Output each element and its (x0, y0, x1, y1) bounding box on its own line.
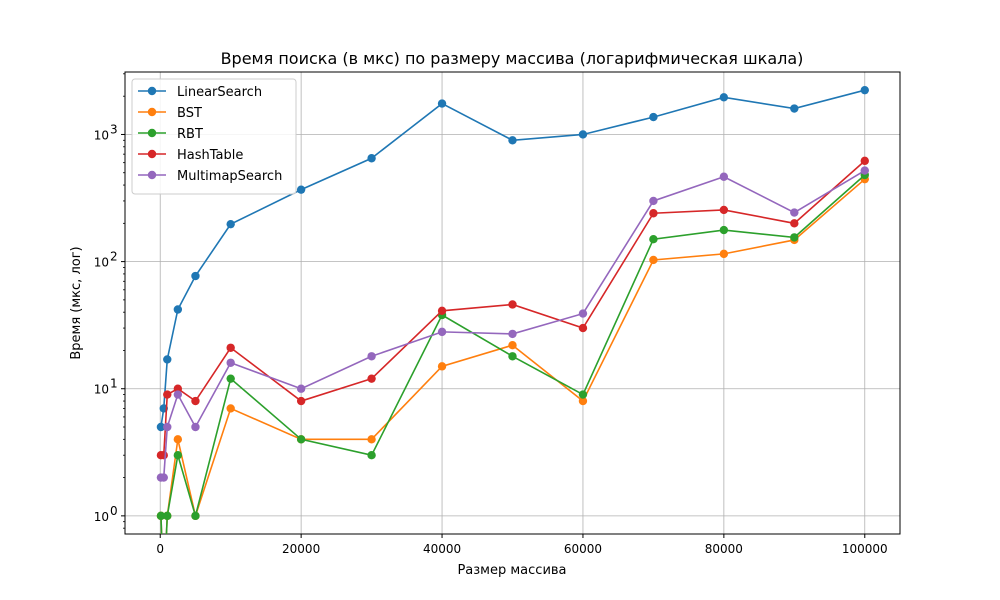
data-point-RBT (296, 435, 306, 444)
data-point-RBT (173, 451, 183, 460)
legend: LinearSearch BST RBT HashTable MultimapSearc… (131, 78, 297, 195)
data-point-HashTable (191, 396, 200, 406)
legend-marker (147, 170, 157, 180)
data-point-RBT (649, 235, 658, 244)
data-point-MultimapSearch (437, 327, 447, 337)
data-point-HashTable (508, 300, 517, 309)
series-line-RBT (160, 174, 866, 534)
data-point-BST (173, 435, 183, 444)
x-tick-label: 80000 (705, 542, 743, 556)
legend-label: LinearSearch (177, 85, 262, 100)
data-point-LinearSearch (578, 130, 588, 139)
y-tick-exponent: 3 (110, 122, 118, 136)
y-tick-label: 10 (94, 383, 109, 397)
data-point-BST (649, 255, 658, 265)
data-point-MultimapSearch (649, 196, 658, 206)
data-point-RBT (226, 374, 235, 383)
data-point-LinearSearch (860, 85, 869, 95)
data-point-HashTable (860, 156, 869, 166)
data-point-MultimapSearch (173, 390, 183, 399)
data-point-LinearSearch (163, 355, 172, 364)
chart-title: Время поиска (в мкс) по размеру массива … (221, 49, 804, 68)
data-point-MultimapSearch (191, 422, 200, 432)
data-point-MultimapSearch (860, 166, 869, 175)
legend-label: MultimapSearch (177, 169, 282, 184)
x-axis-label: Размер массива (457, 563, 566, 578)
data-point-MultimapSearch (296, 384, 306, 393)
data-point-HashTable (437, 306, 447, 316)
data-point-MultimapSearch (578, 309, 588, 318)
data-point-HashTable (719, 205, 729, 215)
grid (125, 72, 900, 534)
data-point-LinearSearch (226, 219, 235, 229)
data-point-BST (719, 249, 729, 259)
legend-marker (147, 86, 157, 96)
data-point-RBT (508, 352, 517, 361)
data-point-MultimapSearch (226, 358, 235, 367)
y-tick-exponent: 1 (110, 377, 118, 391)
legend-marker (147, 107, 157, 117)
data-point-HashTable (790, 219, 799, 228)
data-point-RBT (790, 233, 799, 242)
data-point-BST (437, 362, 447, 371)
y-tick-label: 10 (94, 128, 109, 142)
data-point-MultimapSearch (159, 473, 168, 482)
data-point-LinearSearch (173, 305, 183, 314)
data-point-HashTable (367, 374, 376, 383)
data-point-BST (578, 396, 588, 406)
y-axis-label: Время (мкс, лог) (69, 246, 84, 359)
data-point-MultimapSearch (790, 208, 799, 217)
data-point-BST (226, 404, 235, 413)
data-point-RBT (163, 511, 172, 521)
series-group (156, 85, 869, 534)
data-point-RBT (156, 511, 166, 521)
data-point-LinearSearch (790, 104, 799, 113)
x-tick-label: 0 (156, 542, 164, 556)
x-tick-label: 100000 (842, 542, 888, 556)
data-point-RBT (191, 511, 200, 521)
legend-box (131, 78, 297, 195)
data-point-MultimapSearch (163, 422, 172, 432)
x-tick-label: 20000 (282, 542, 320, 556)
legend-marker (147, 128, 157, 138)
data-point-RBT (578, 390, 588, 399)
legend-label: BST (177, 106, 202, 121)
data-point-HashTable (296, 396, 306, 406)
data-point-HashTable (163, 390, 172, 399)
data-point-MultimapSearch (367, 352, 376, 361)
x-tick-label: 60000 (564, 542, 602, 556)
legend-marker (147, 149, 157, 159)
data-point-BST (508, 340, 517, 350)
x-tick-label: 40000 (423, 542, 461, 556)
legend-label: RBT (177, 127, 203, 142)
x-axis: 0 20000 40000 60000 80000 100000 (156, 534, 888, 556)
legend-label: HashTable (177, 148, 243, 163)
y-tick-exponent: 0 (110, 504, 118, 518)
data-point-LinearSearch (367, 154, 376, 163)
y-tick-exponent: 2 (110, 250, 118, 264)
data-point-BST (367, 435, 376, 444)
plot-area (124, 71, 901, 535)
data-point-LinearSearch (191, 271, 200, 281)
data-point-RBT (367, 451, 376, 460)
data-point-LinearSearch (649, 112, 658, 122)
data-point-LinearSearch (719, 93, 729, 102)
y-tick-label: 10 (94, 510, 109, 524)
data-point-HashTable (173, 384, 183, 393)
data-point-HashTable (226, 343, 235, 352)
data-point-HashTable (159, 451, 168, 460)
data-point-LinearSearch (156, 422, 166, 432)
data-point-RBT (719, 225, 729, 235)
data-point-LinearSearch (437, 99, 447, 108)
y-tick-label: 10 (94, 256, 109, 270)
data-point-MultimapSearch (508, 329, 517, 339)
data-point-HashTable (578, 323, 588, 333)
series-line-BST (160, 178, 866, 534)
data-point-HashTable (649, 209, 658, 218)
data-point-MultimapSearch (719, 172, 729, 181)
data-point-LinearSearch (296, 185, 306, 194)
data-point-LinearSearch (508, 136, 517, 145)
